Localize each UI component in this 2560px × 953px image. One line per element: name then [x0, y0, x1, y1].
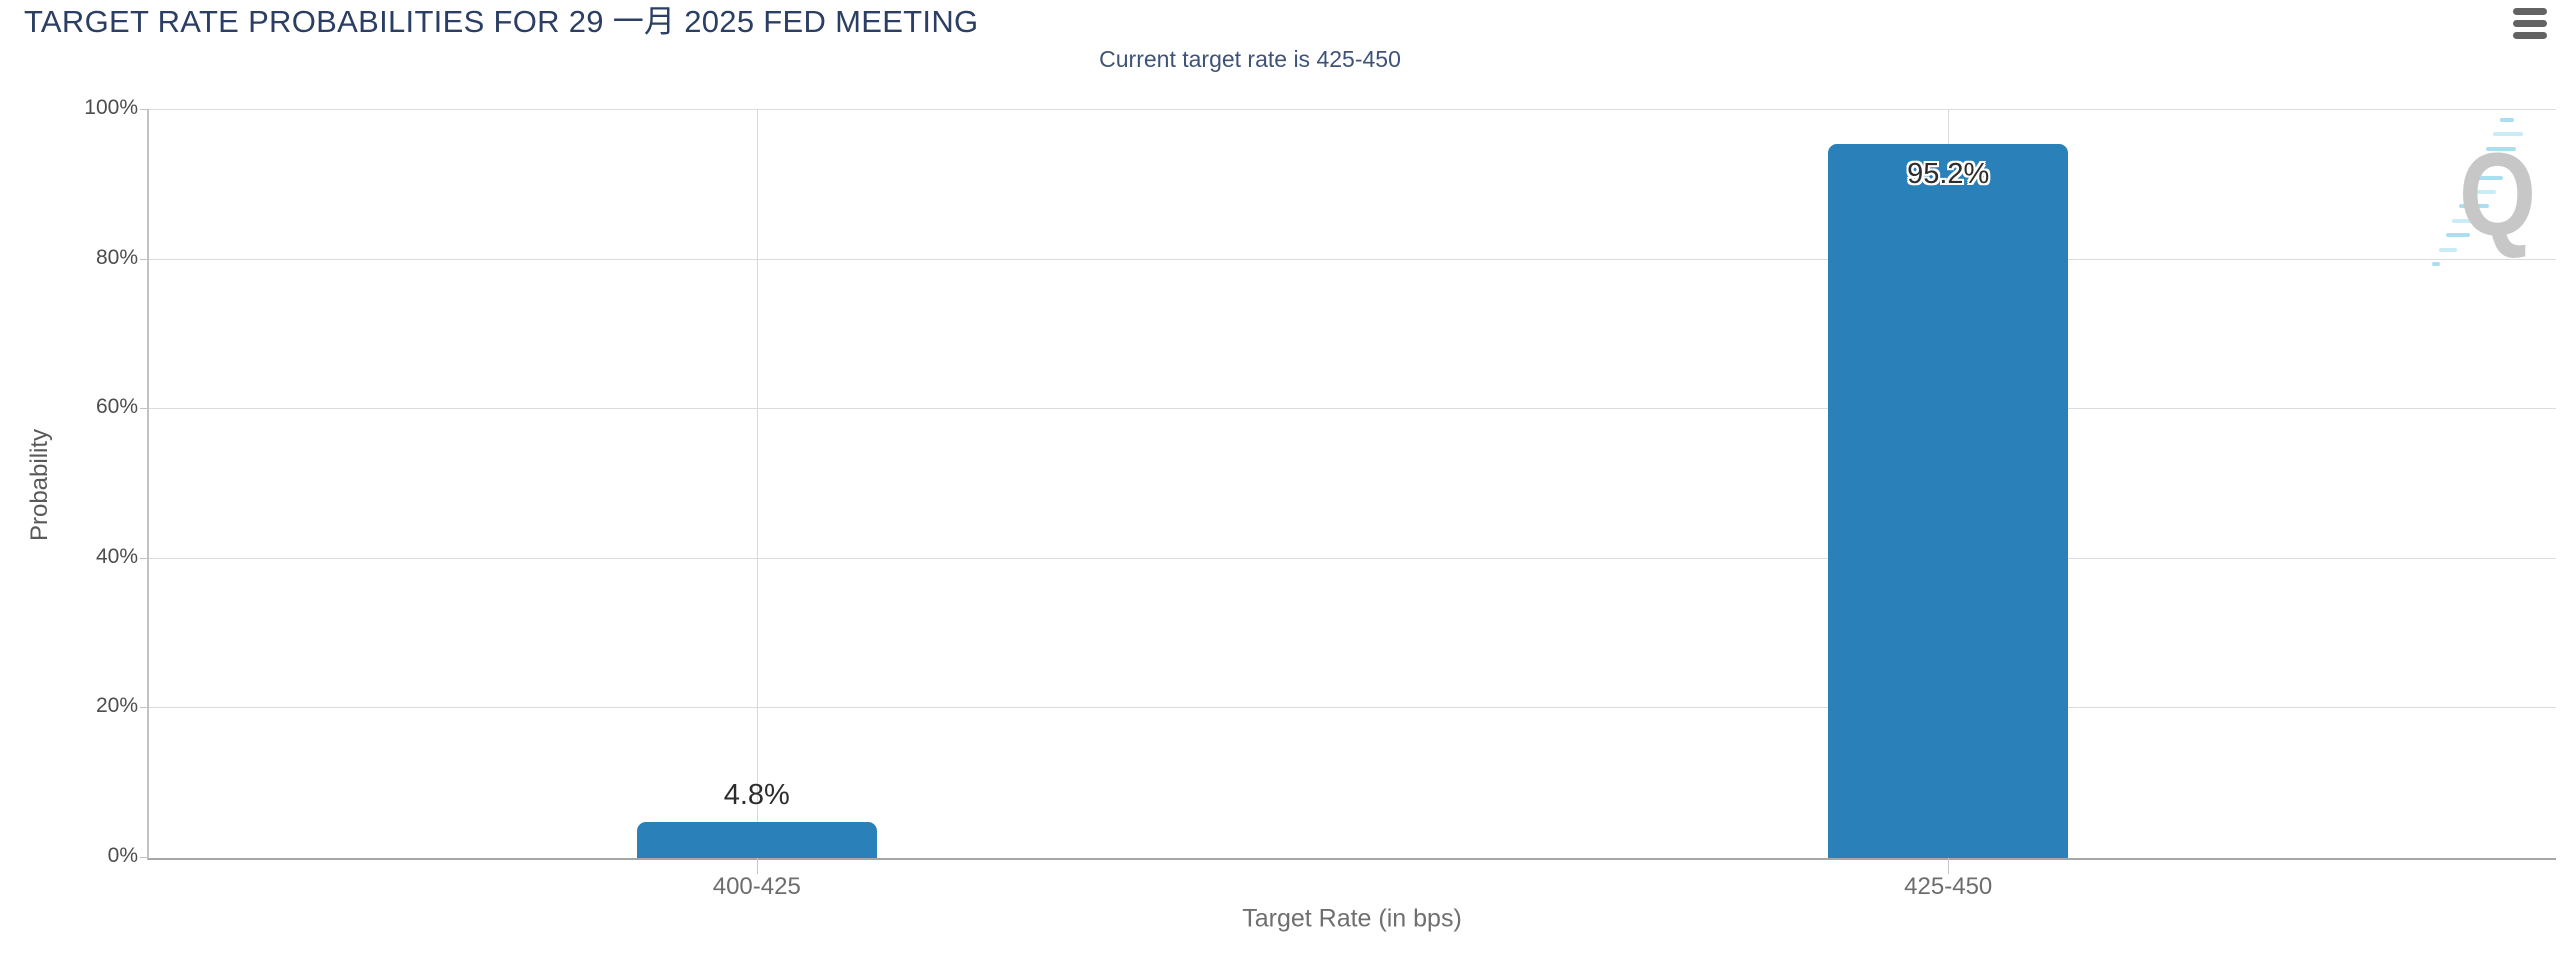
hamburger-icon	[2513, 20, 2547, 27]
y-axis-tick	[140, 557, 149, 559]
hamburger-icon	[2513, 32, 2547, 39]
y-axis-title: Probability	[26, 428, 53, 542]
y-axis-tick	[140, 258, 149, 260]
horizontal-gridline	[149, 109, 2556, 110]
y-tick-label: 0%	[107, 844, 138, 867]
y-axis-tick	[140, 707, 149, 709]
x-axis-title: Target Rate (in bps)	[1242, 904, 1462, 933]
bar-value-label: 4.8%	[723, 779, 790, 811]
y-tick-label: 60%	[95, 395, 138, 419]
horizontal-gridline	[149, 408, 2556, 410]
x-axis-tick	[756, 858, 758, 874]
y-axis-tick	[140, 408, 149, 410]
y-tick-label: 100%	[84, 96, 138, 119]
y-axis-tick	[140, 857, 149, 858]
horizontal-gridline	[149, 557, 2556, 559]
horizontal-gridline	[149, 258, 2556, 260]
horizontal-gridline	[149, 707, 2556, 709]
bar-400-425[interactable]	[636, 822, 877, 858]
hamburger-icon	[2513, 8, 2547, 15]
bar-425-450[interactable]	[1828, 144, 2069, 858]
y-tick-label: 80%	[95, 245, 138, 269]
bar-value-label: 95.2%	[1907, 158, 1990, 190]
plot-area: 0% 20% 40% 60% 80% 100% 4.8% 400-425 95.2% 425-45…	[84, 96, 2556, 900]
y-tick-label: 40%	[95, 544, 138, 568]
x-tick-label: 400-425	[712, 873, 801, 900]
chart-title: TARGET RATE PROBABILITIES FOR 29 一月 2025…	[24, 4, 979, 39]
chart-subtitle: Current target rate is 425-450	[1099, 46, 1401, 72]
y-tick-label: 20%	[95, 694, 138, 718]
x-axis-tick	[1948, 858, 1950, 874]
vertical-gridline	[756, 110, 758, 858]
x-tick-label: 425-450	[1904, 873, 1993, 900]
chart-context-menu-button[interactable]	[2513, 7, 2547, 40]
y-axis-tick	[140, 109, 149, 110]
